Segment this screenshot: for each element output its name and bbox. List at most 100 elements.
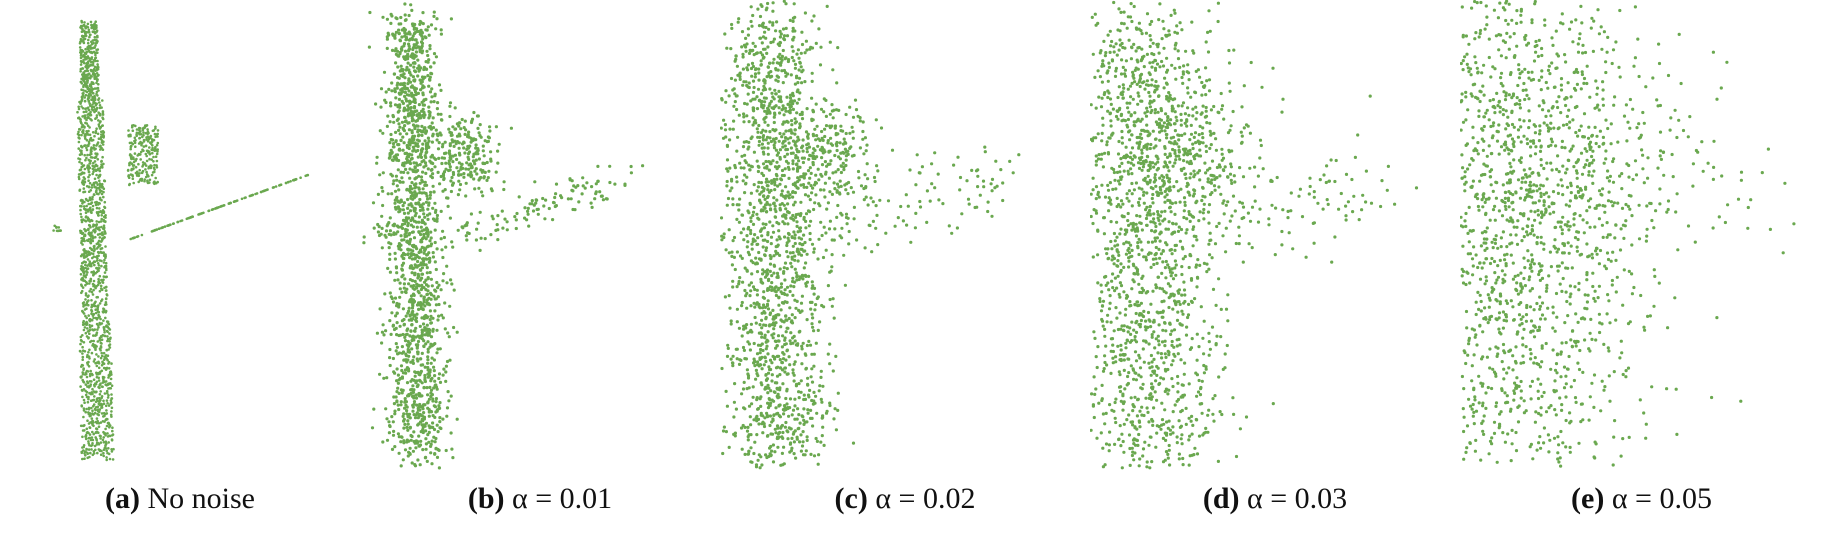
cloud-point (93, 134, 96, 138)
cloud-point (801, 440, 805, 444)
cloud-point (95, 443, 99, 446)
cloud-point (87, 228, 90, 231)
cloud-point (397, 158, 401, 163)
cloud-point (437, 372, 442, 376)
cloud-point (81, 355, 85, 359)
cloud-point (405, 409, 409, 413)
cloud-point (396, 432, 400, 436)
cloud-point (746, 209, 750, 213)
cloud-point (103, 258, 106, 262)
cloud-point (127, 129, 130, 132)
cloud-point (735, 149, 739, 153)
cloud-point (163, 225, 167, 228)
cloud-point (754, 321, 758, 325)
cloud-point (368, 10, 372, 15)
cloud-point (88, 380, 92, 383)
cloud-point (83, 450, 87, 453)
cloud-point (760, 185, 764, 189)
cloud-point (101, 130, 105, 134)
cloud-point (131, 129, 135, 132)
cloud-point (502, 180, 506, 184)
cloud-point (747, 81, 751, 85)
cloud-point (767, 397, 771, 401)
cloud-point (92, 260, 96, 263)
cloud-point (81, 171, 84, 174)
cloud-point (436, 147, 441, 151)
cloud-point (413, 193, 417, 197)
cloud-point (401, 388, 405, 392)
cloud-point (732, 400, 736, 404)
cloud-point (86, 144, 89, 147)
cloud-point (388, 252, 392, 256)
cloud-point (112, 447, 115, 451)
cloud-point (395, 86, 399, 90)
cloud-point (752, 341, 756, 346)
cloud-point (78, 349, 82, 353)
cloud-point (737, 208, 741, 212)
cloud-point (401, 135, 405, 139)
cloud-point (88, 414, 92, 418)
cloud-point (92, 101, 96, 105)
cloud-point (583, 186, 587, 190)
cloud-point (758, 363, 762, 367)
cloud-point (755, 293, 759, 297)
cloud-point (151, 144, 154, 147)
cloud-point (417, 444, 421, 448)
cloud-point (793, 254, 797, 258)
cloud-point (402, 412, 406, 416)
cloud-point (100, 298, 104, 301)
cloud-point (781, 145, 785, 149)
cloud-point (83, 323, 87, 326)
cloud-point (809, 307, 813, 311)
cloud-point (97, 66, 100, 69)
cloud-point (441, 417, 445, 421)
cloud-point (399, 225, 403, 229)
cloud-point (424, 231, 428, 235)
cloud-point (104, 297, 108, 301)
cloud-point (94, 311, 98, 315)
cloud-point (82, 131, 85, 135)
cloud-point (95, 87, 98, 90)
cloud-point (388, 424, 392, 428)
cloud-point (408, 446, 412, 450)
cloud-point (811, 424, 815, 428)
cloud-point (746, 92, 750, 96)
cloud-point (395, 184, 399, 188)
cloud-point (439, 288, 443, 292)
cloud-point (86, 41, 90, 45)
cloud-point (442, 151, 447, 156)
cloud-point (77, 140, 81, 144)
cloud-point (400, 120, 404, 124)
cloud-point (390, 81, 394, 85)
cloud-point (407, 121, 411, 125)
cloud-point (86, 69, 90, 73)
cloud-point (793, 241, 797, 246)
cloud-point (448, 114, 452, 119)
cloud-point (84, 331, 88, 335)
cloud-point (87, 129, 90, 133)
cloud-point (83, 180, 87, 184)
cloud-point (97, 123, 101, 126)
cloud-point (396, 386, 400, 390)
cloud-point (770, 181, 774, 185)
cloud-point (402, 211, 407, 215)
cloud-point (474, 138, 478, 142)
cloud-point (129, 145, 133, 149)
cloud-point (401, 127, 405, 131)
cloud-point (441, 255, 445, 260)
cloud-point (94, 255, 98, 259)
cloud-point (95, 259, 99, 262)
cloud-point (437, 302, 441, 307)
cloud-point (465, 238, 469, 242)
cloud-point (399, 248, 403, 252)
cloud-point (765, 112, 769, 116)
cloud-point (397, 97, 401, 101)
cloud-point (818, 320, 822, 324)
cloud-point (776, 445, 780, 449)
cloud-point (426, 401, 430, 405)
cloud-point (451, 160, 455, 164)
cloud-point (388, 141, 392, 145)
cloud-point (443, 188, 447, 192)
cloud-point (836, 46, 840, 50)
cloud-point (104, 303, 108, 306)
